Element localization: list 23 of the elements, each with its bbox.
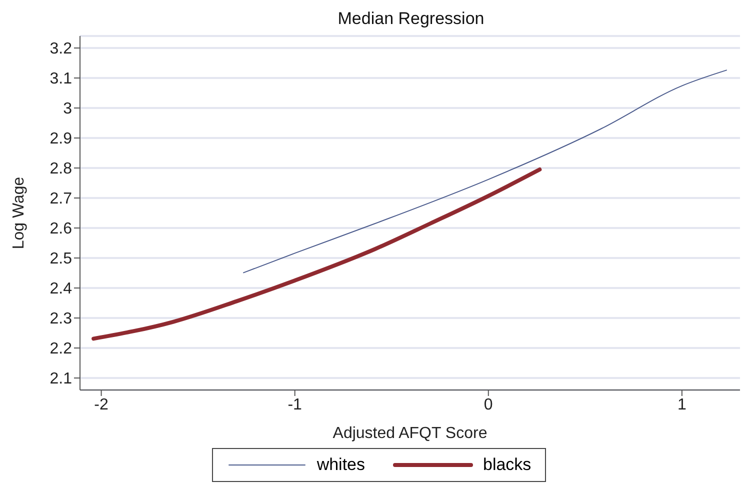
y-tick-label: 2.4 [50, 280, 72, 298]
y-tick-label: 3.2 [50, 40, 72, 58]
line-series [243, 70, 727, 274]
y-tick-label: 2.3 [50, 310, 72, 328]
legend-label: whites [316, 455, 365, 475]
y-tick-label: 3 [63, 100, 72, 118]
y-tick-label: 2.1 [50, 370, 72, 388]
y-tick-label: 2.6 [50, 220, 72, 238]
y-tick-label: 2.7 [50, 190, 72, 208]
y-axis-title: Log Wage [10, 176, 28, 250]
y-tick-label: 2.5 [50, 250, 72, 268]
line-series [92, 168, 542, 341]
x-tick-label: 1 [677, 396, 686, 414]
x-tick-label: -2 [94, 396, 108, 414]
y-tick-label: 2.8 [50, 160, 72, 178]
x-tick-label: 0 [484, 396, 493, 414]
y-tick-label: 2.2 [50, 340, 72, 358]
x-tick-label: -1 [288, 396, 302, 414]
chart-title: Median Regression [336, 8, 486, 30]
y-tick-label: 2.9 [50, 130, 72, 148]
x-axis-title: Adjusted AFQT Score [332, 425, 488, 442]
legend-label: blacks [482, 455, 532, 475]
y-tick-label: 3.1 [50, 70, 72, 88]
